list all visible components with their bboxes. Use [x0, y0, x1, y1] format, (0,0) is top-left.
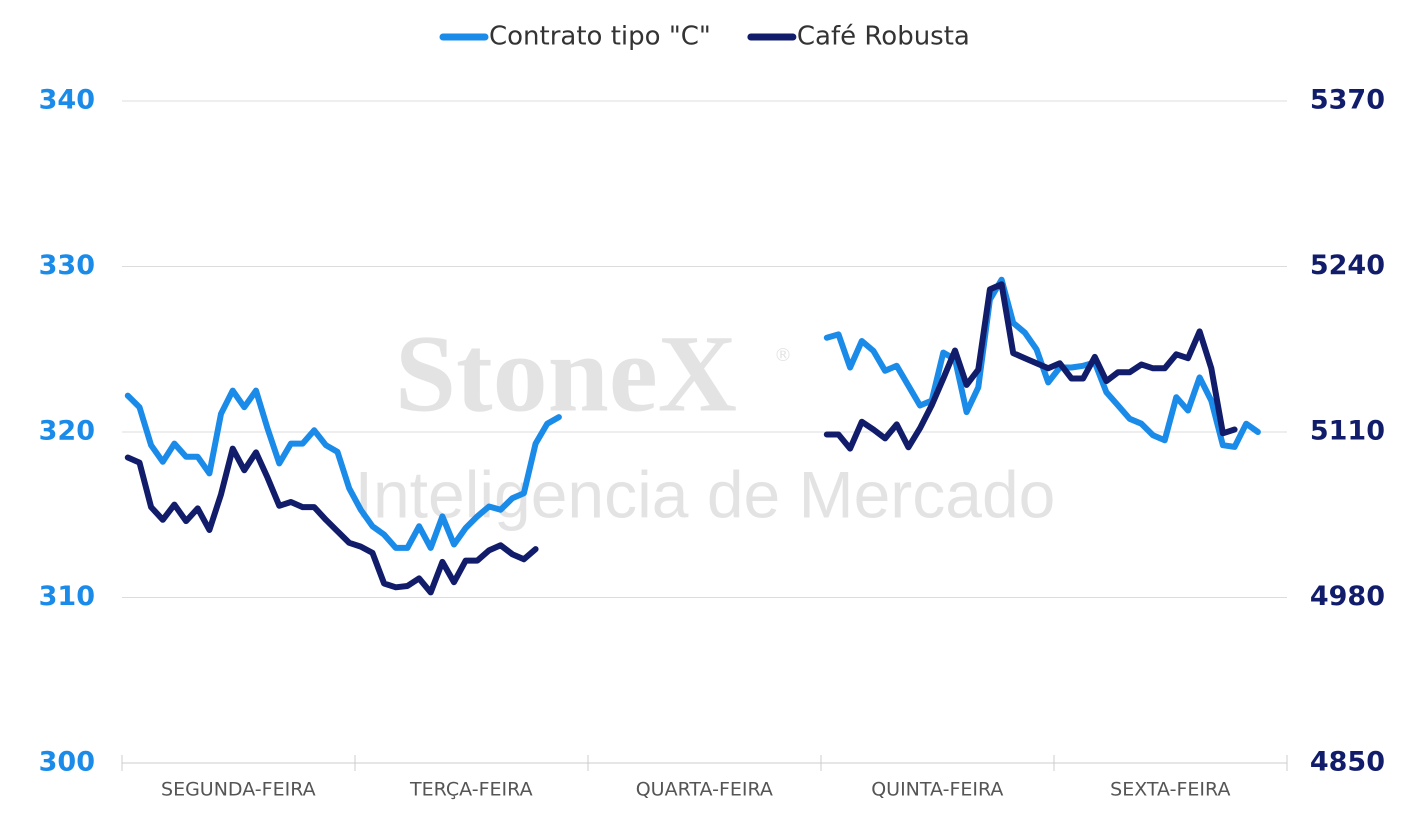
y-tick-label: 310	[39, 581, 95, 612]
watermark: StoneX ® Inteligencia de Mercado	[355, 312, 1056, 531]
y2-tick-label: 5240	[1310, 250, 1385, 281]
y2-tick-label: 5370	[1310, 85, 1385, 116]
watermark-subtitle: Inteligencia de Mercado	[355, 457, 1056, 531]
y2-tick-label: 5110	[1310, 416, 1385, 447]
x-tick-label: QUINTA-FEIRA	[871, 779, 1003, 801]
watermark-title: StoneX	[395, 312, 737, 434]
x-tick-label: TERÇA-FEIRA	[409, 779, 533, 801]
legend-label: Café Robusta	[797, 22, 970, 52]
y-tick-label: 300	[39, 747, 95, 778]
series-line	[124, 281, 1238, 596]
y2-tick-label: 4980	[1310, 581, 1385, 612]
y-tick-label: 340	[39, 85, 95, 116]
y-tick-label: 320	[39, 416, 95, 447]
y2-tick-label: 4850	[1310, 747, 1385, 778]
x-tick-label: QUARTA-FEIRA	[636, 779, 773, 801]
legend-label: Contrato tipo "C"	[489, 22, 711, 52]
x-tick-label: SEGUNDA-FEIRA	[161, 779, 316, 801]
watermark-mark: ®	[774, 345, 792, 366]
x-tick-label: SEXTA-FEIRA	[1110, 779, 1230, 801]
y-tick-label: 330	[39, 250, 95, 281]
